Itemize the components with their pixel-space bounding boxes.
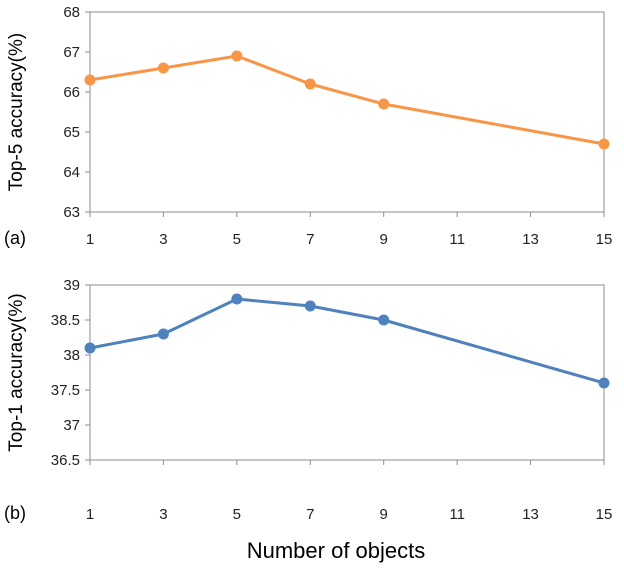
y-tick-label: 36.5 (51, 452, 80, 469)
x-tick-label: 9 (380, 231, 388, 248)
data-point (304, 78, 316, 90)
data-point (157, 328, 169, 340)
x-tick-label: 13 (522, 231, 539, 248)
data-point (231, 50, 243, 62)
y-tick-label: 63 (63, 204, 80, 221)
x-tick-label: 15 (596, 231, 613, 248)
x-tick-label: 1 (86, 506, 94, 523)
x-tick-label: 7 (306, 231, 314, 248)
y-tick-label: 64 (63, 164, 80, 181)
x-tick-label: 3 (159, 506, 167, 523)
y-tick-label: 68 (63, 4, 80, 21)
x-tick-label: 5 (233, 231, 241, 248)
x-tick-label: 13 (522, 506, 539, 523)
data-point (157, 62, 169, 74)
data-point (598, 138, 610, 150)
series-line (88, 54, 606, 146)
data-point (378, 98, 390, 110)
y-axis-label: Top-1 accuracy(%) (6, 293, 27, 451)
y-tick-label: 39 (63, 277, 80, 294)
y-tick-label: 37.5 (51, 382, 80, 399)
x-tick-label: 11 (449, 231, 465, 248)
y-tick-label: 65 (63, 124, 80, 141)
data-point (231, 293, 243, 305)
panel-label: (b) (4, 503, 26, 523)
x-tick-label: 3 (159, 231, 167, 248)
x-tick-label: 7 (306, 506, 314, 523)
x-tick-label: 9 (380, 506, 388, 523)
plot-frame (89, 284, 605, 461)
y-tick-label: 37 (63, 417, 80, 434)
data-point (84, 74, 96, 86)
y-axis-label: Top-5 accuracy(%) (6, 33, 27, 191)
data-point (304, 300, 316, 312)
x-tick-label: 1 (86, 231, 94, 248)
data-point (598, 377, 610, 389)
y-tick-label: 38.5 (51, 312, 80, 329)
y-tick-label: 67 (63, 44, 80, 61)
x-tick-label: 5 (233, 506, 241, 523)
y-tick-label: 38 (63, 347, 80, 364)
panel-label: (a) (4, 228, 26, 248)
x-tick-label: 15 (596, 506, 613, 523)
x-tick-label: 11 (449, 506, 465, 523)
data-point (378, 314, 390, 326)
y-tick-label: 66 (63, 84, 80, 101)
plot-frame (89, 11, 605, 213)
series-line (88, 297, 606, 385)
x-axis-label: Number of objects (247, 538, 426, 563)
data-point (84, 342, 96, 354)
